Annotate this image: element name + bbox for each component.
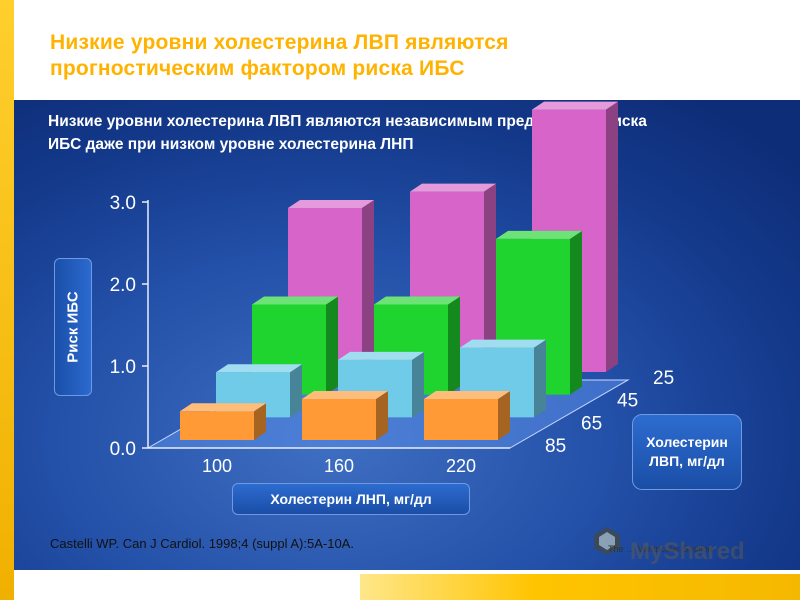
x-tick-label: 220 — [446, 456, 476, 476]
logo-text: The … Ventricular Section — [608, 544, 713, 554]
logo-emblem-icon — [594, 527, 620, 555]
header-background — [0, 0, 800, 100]
y-tick-label: 1.0 — [110, 357, 136, 378]
left-accent-bar — [0, 0, 14, 600]
slide-subtitle: Низкие уровни холестерина ЛВП являются н… — [48, 113, 647, 153]
y-tick-label: 3.0 — [110, 193, 136, 214]
x-tick-label: 160 — [324, 456, 354, 476]
z-axis-label-box: Холестерин ЛВП, мг/дл — [632, 414, 742, 490]
x-tick-label: 100 — [202, 456, 232, 476]
citation: Castelli WP. Can J Cardiol. 1998;4 (supp… — [50, 536, 354, 551]
footer-accent-bar — [360, 574, 800, 600]
logo: The … Ventricular Section MyShared — [592, 524, 762, 568]
bar — [302, 391, 388, 440]
watermark: MyShared — [630, 538, 745, 565]
y-tick-label: 0.0 — [110, 439, 136, 460]
depth-tick-label: 65 — [581, 413, 602, 434]
x-axis-label: Холестерин ЛНП, мг/дл — [232, 483, 470, 515]
depth-tick-label: 85 — [545, 436, 566, 457]
slide-title: Низкие уровни холестерина ЛВП являются п… — [50, 31, 509, 80]
bar — [424, 391, 510, 440]
depth-tick-label: 25 — [653, 368, 674, 389]
z-axis-label: Холестерин ЛВП, мг/дл — [646, 434, 728, 469]
y-axis-label-box: Риск ИБС — [54, 258, 92, 396]
bar — [180, 403, 266, 440]
y-tick-label: 2.0 — [110, 275, 136, 296]
depth-tick-label: 45 — [617, 391, 638, 412]
y-axis-label: Риск ИБС — [64, 291, 82, 363]
